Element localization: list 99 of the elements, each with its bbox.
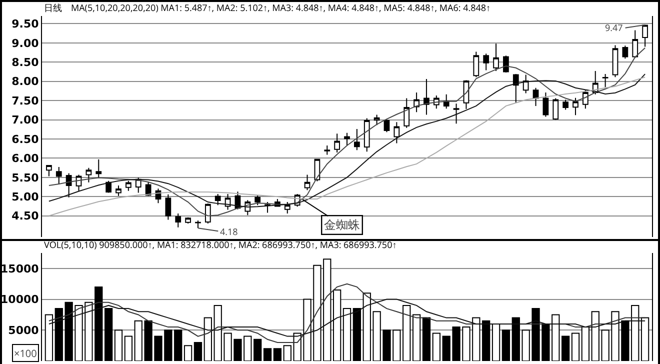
- text: ×100: [14, 346, 38, 360]
- candlestick: [214, 193, 221, 206]
- candlestick: [542, 92, 549, 118]
- y-tick-label: 15000: [0, 262, 40, 276]
- annotation: 9.47: [605, 21, 623, 34]
- candlestick: [572, 97, 578, 116]
- candlestick: [96, 158, 102, 178]
- bar: [482, 320, 490, 361]
- candlestick: [46, 164, 52, 177]
- bar: [432, 332, 440, 361]
- candlestick: [66, 172, 72, 198]
- candlestick: [473, 51, 480, 78]
- candlestick: [622, 45, 628, 60]
- candlestick: [304, 174, 310, 191]
- candlestick: [224, 193, 231, 210]
- candlestick: [562, 99, 568, 110]
- bar: [640, 317, 650, 361]
- bar: [512, 317, 520, 361]
- y-tick-label: 5.00: [12, 190, 40, 204]
- y-tick-label: 8.50: [12, 56, 40, 69]
- y-tick-label: 6.00: [12, 152, 40, 166]
- candlestick: [503, 55, 509, 73]
- candlestick: [394, 122, 400, 144]
- y-tick-label: 10000: [0, 293, 40, 306]
- bar: [492, 323, 500, 361]
- candlestick: [344, 132, 350, 146]
- candlestick: [364, 118, 370, 152]
- line-series: [48, 283, 646, 343]
- candlestick: [414, 92, 420, 113]
- line-series: [48, 298, 646, 337]
- bar: [54, 308, 63, 361]
- y-tick-label: 4.50: [12, 210, 40, 223]
- y-tick-label: 9.50: [12, 18, 40, 31]
- candlestick: [612, 44, 618, 78]
- y-tick-label: 9.00: [12, 36, 40, 50]
- candlestick: [165, 194, 172, 220]
- candlestick: [632, 30, 638, 58]
- chart-subtitle: MA(5,10,20,20,20,20) MA1: 5.487↑, MA2: 5.102↑, MA3: 4.848↑, MA4: 4.848↑, MA5: 4.848↑, MA6: 4.848↑: [71, 1, 491, 14]
- candlestick: [175, 213, 182, 228]
- bar: [283, 345, 292, 361]
- candlestick: [254, 194, 261, 206]
- bar: [184, 345, 192, 361]
- y-tick-label: 7.00: [12, 114, 40, 127]
- bar: [422, 317, 431, 361]
- chart-title: VOL(5,10,10) 909850.000↑, MA1: 832718.000↑, MA2: 686993.750↑, MA3: 686993.750↑: [44, 238, 397, 251]
- candlestick: [264, 202, 270, 214]
- y-tick-label: 7.50: [12, 94, 40, 108]
- bar: [273, 348, 282, 361]
- candlestick: [185, 216, 191, 224]
- bar: [254, 338, 262, 361]
- candlestick: [424, 78, 430, 116]
- candlestick: [453, 103, 460, 124]
- candlestick: [126, 180, 132, 192]
- candlestick: [642, 24, 648, 48]
- bar: [332, 290, 342, 361]
- candlestick: [384, 119, 390, 133]
- candlestick: [522, 74, 529, 94]
- candlestick: [552, 98, 559, 120]
- bar: [204, 317, 212, 361]
- bar: [44, 314, 54, 361]
- candlestick: [483, 53, 490, 71]
- y-tick-label: 6.50: [12, 132, 40, 146]
- annotation: 金蜘蛛: [324, 218, 360, 232]
- y-tick-label: 5000: [8, 324, 40, 337]
- bar: [412, 314, 421, 361]
- bar: [561, 336, 570, 361]
- candlestick: [582, 90, 588, 110]
- bar: [342, 308, 352, 361]
- annotation: 4.18: [220, 225, 238, 238]
- line-series: [48, 47, 646, 216]
- candlestick: [106, 180, 112, 194]
- y-tick-label: 5.50: [12, 171, 40, 184]
- chart-title: 日线: [44, 1, 62, 14]
- bar: [581, 326, 590, 361]
- candlestick: [404, 98, 410, 128]
- bar: [571, 332, 580, 361]
- candlestick: [354, 128, 360, 151]
- bar: [104, 308, 113, 361]
- candlestick: [334, 133, 340, 153]
- y-tick-label: 8.00: [12, 75, 40, 88]
- candlestick: [443, 94, 450, 110]
- bar: [352, 308, 362, 361]
- candlestick: [284, 202, 290, 214]
- bar: [263, 348, 272, 361]
- candlestick: [532, 87, 539, 106]
- bar: [502, 330, 510, 361]
- bar: [124, 336, 133, 361]
- candlestick: [86, 167, 92, 183]
- candlestick: [374, 114, 380, 126]
- candlestick: [602, 74, 608, 88]
- candlestick: [324, 145, 330, 156]
- candlestick: [195, 220, 201, 229]
- candlestick: [204, 203, 211, 224]
- bar: [114, 330, 123, 361]
- candlestick: [56, 166, 62, 184]
- candlestick: [493, 43, 499, 72]
- candlestick: [512, 74, 519, 103]
- bar: [194, 342, 202, 361]
- candlestick: [116, 185, 122, 196]
